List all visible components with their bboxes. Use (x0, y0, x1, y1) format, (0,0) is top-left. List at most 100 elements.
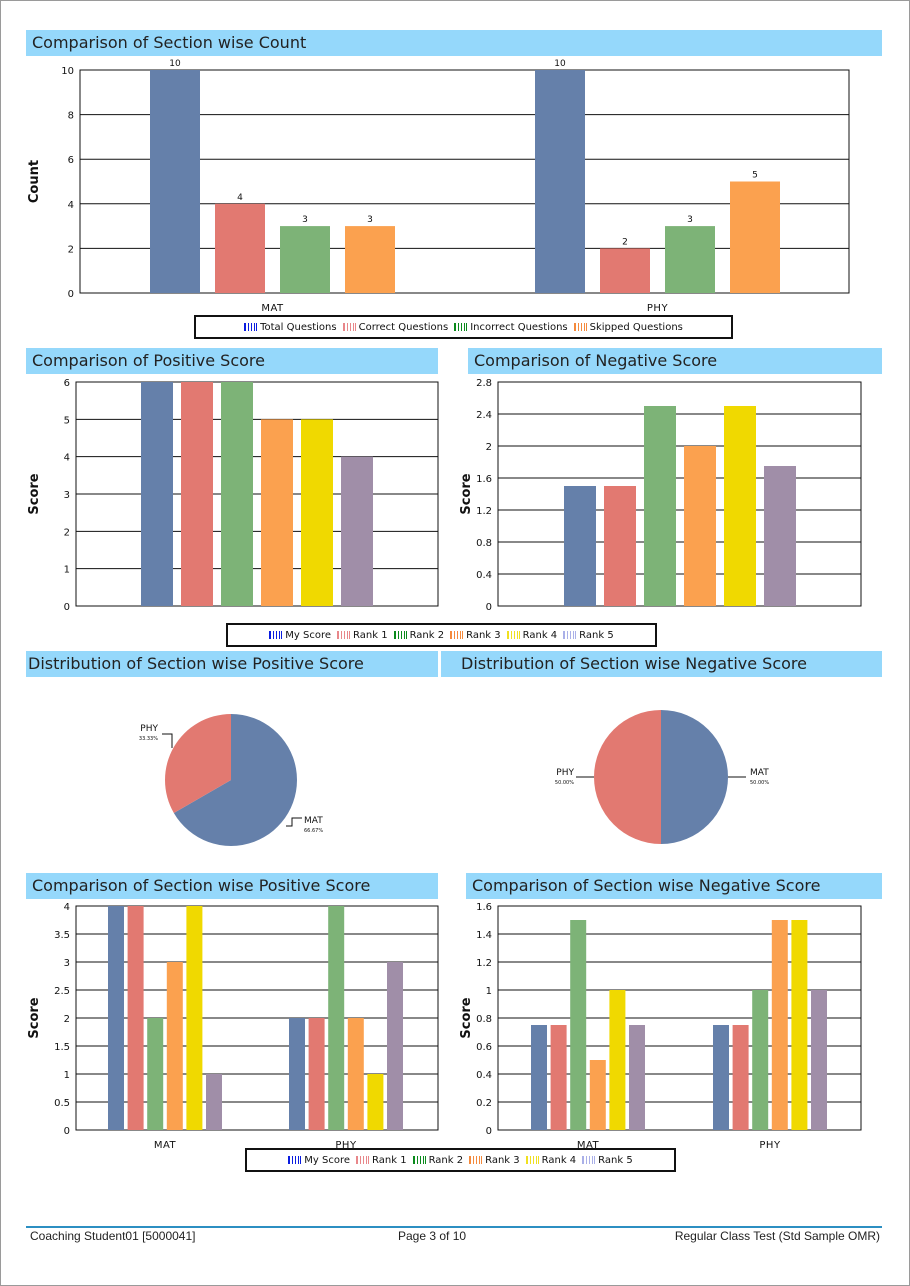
legend-label: Rank 3 (466, 629, 501, 641)
sec-positive-bar-phy-rank-5 (387, 962, 403, 1130)
sec-positive-bar-mat-rank-2 (147, 1018, 164, 1130)
positive-ytick: 2 (64, 527, 70, 538)
positive-bar-rank-3 (261, 419, 293, 606)
negative-ytick: 2.8 (476, 378, 492, 389)
sec-negative-ylabel: Score (459, 997, 474, 1038)
positive-ylabel: Score (27, 473, 42, 514)
count-data-label: 3 (367, 215, 373, 225)
legend-swatch (573, 323, 587, 331)
count-ytick: 2 (68, 244, 74, 255)
footer-divider (26, 1226, 882, 1228)
section-header-sec-positive: Comparison of Section wise Positive Scor… (26, 873, 438, 899)
count-xtick-phy: PHY (647, 303, 669, 314)
sec-negative-ytick: 1.6 (476, 902, 492, 913)
section-header-sec-negative: Comparison of Section wise Negative Scor… (466, 873, 882, 899)
positive-ytick: 1 (64, 565, 70, 576)
sec-negative-bar-phy-rank-2 (752, 990, 769, 1130)
sec-positive-bar-phy-rank-1 (308, 1018, 325, 1130)
count-bar-mat-correct-questions (215, 203, 265, 293)
sec-positive-plot-frame (75, 905, 439, 1131)
legend-swatch (582, 1156, 596, 1164)
sec-negative-bar-mat-rank-2 (570, 920, 587, 1130)
sec-negative-plot-frame (497, 905, 862, 1131)
positive-bar-my-score (141, 382, 173, 606)
count-ytick: 4 (68, 200, 74, 211)
count-data-label: 10 (169, 59, 181, 69)
legend-item-rank-2: Rank 2 (393, 630, 444, 641)
negative-ytick: 1.2 (476, 506, 492, 517)
negative-bar-my-score (564, 486, 596, 606)
sec-negative-bar-phy-rank-4 (791, 920, 808, 1130)
sec-negative-ytick: 0.4 (476, 1070, 492, 1081)
legend-ranks-overall: My Score Rank 1 Rank 2 Rank 3 Rank 4 Rank 5 (226, 623, 657, 647)
legend-ranks-section: My Score Rank 1 Rank 2 Rank 3 Rank 4 Rank 5 (245, 1148, 676, 1172)
legend-label: Skipped Questions (589, 321, 683, 333)
legend-item-rank-3: Rank 3 (450, 630, 501, 641)
footer-student: Coaching Student01 [5000041] (30, 1229, 196, 1243)
sec-negative-bar-phy-rank-3 (771, 920, 788, 1130)
dist-negative-slice-mat (661, 710, 728, 844)
sec-negative-bar-mat-rank-5 (629, 1025, 645, 1130)
legend-label: Correct Questions (358, 321, 449, 333)
negative-ytick: 0 (486, 602, 492, 613)
legend-item-my-score: My Score (288, 1155, 350, 1166)
positive-bar-rank-5 (341, 456, 373, 606)
count-bar-mat-skipped-questions (345, 226, 395, 293)
chart-section-negative: 0 0.2 0.4 0.6 0.8 1 1.2 1.4 1.6 Score MAT PHY (459, 902, 862, 1151)
section-header-negative: Comparison of Negative Score (468, 348, 882, 374)
sec-negative-ytick: 0.6 (476, 1042, 492, 1053)
legend-item-rank-1: Rank 1 (356, 1155, 407, 1166)
positive-ytick: 5 (64, 415, 70, 426)
negative-ytick: 2 (486, 442, 492, 453)
legend-label: Rank 2 (428, 1154, 464, 1166)
sec-positive-xtick-mat: MAT (154, 1140, 177, 1151)
legend-label: My Score (285, 629, 332, 641)
section-header-count: Comparison of Section wise Count (26, 30, 882, 56)
dist-negative-label-mat: MAT (750, 768, 769, 778)
legend-swatch (342, 323, 356, 331)
sec-negative-ytick: 1.4 (476, 930, 492, 941)
sec-negative-ytick: 0.8 (476, 1014, 492, 1025)
sec-positive-bar-phy-rank-4 (367, 1074, 384, 1130)
positive-ytick: 3 (64, 490, 70, 501)
count-bar-phy-correct-questions (600, 248, 650, 293)
sec-positive-ytick: 4 (64, 902, 70, 913)
legend-swatch (288, 1156, 302, 1164)
dist-negative-pct-mat: 50.00% (750, 780, 769, 786)
legend-item-correct-questions: Correct Questions (342, 321, 449, 333)
footer-test-name: Regular Class Test (Std Sample OMR) (674, 1229, 880, 1243)
legend-label: Rank 3 (485, 1154, 520, 1166)
section-header-positive: Comparison of Positive Score (26, 348, 438, 374)
dist-negative-pct-phy: 50.00% (555, 780, 574, 786)
legend-item-rank-1: Rank 1 (337, 630, 388, 641)
legend-item-rank-4: Rank 4 (525, 1155, 576, 1166)
legend-item-incorrect-questions: Incorrect Questions (454, 321, 568, 333)
legend-swatch (412, 1156, 426, 1164)
sec-negative-bar-mat-rank-4 (609, 990, 626, 1130)
negative-ylabel: Score (459, 473, 474, 514)
count-data-label: 2 (622, 237, 628, 247)
chart-positive-score: 0 1 2 3 4 5 6 Score (27, 378, 439, 613)
sec-positive-bar-mat-rank-4 (186, 906, 203, 1130)
count-plot-frame (79, 69, 850, 294)
sec-negative-bar-mat-rank-1 (550, 1025, 567, 1130)
legend-swatch (269, 631, 283, 639)
dist-positive-pct-phy: 33.33% (139, 736, 158, 742)
legend-label: Incorrect Questions (470, 321, 568, 333)
positive-bar-rank-4 (301, 419, 333, 606)
legend-label: Rank 1 (372, 1154, 407, 1166)
count-bar-phy-incorrect-questions (665, 226, 715, 293)
negative-ytick: 1.6 (476, 474, 492, 485)
sec-negative-xtick-mat: MAT (577, 1140, 600, 1151)
chart-negative-score: 0 0.4 0.8 1.2 1.6 2 2.4 2.8 Score (459, 378, 862, 613)
negative-ytick: 0.8 (476, 538, 492, 549)
legend-count: Total Questions Correct Questions Incorrec… (194, 315, 733, 339)
negative-ytick: 2.4 (476, 410, 492, 421)
legend-item-rank-3: Rank 3 (469, 1155, 520, 1166)
legend-swatch (450, 631, 464, 639)
legend-label: Rank 1 (353, 629, 388, 641)
chart-distribution-positive: MAT 66.67% PHY 33.33% (139, 714, 323, 847)
dist-positive-label-mat: MAT (304, 816, 323, 826)
dist-positive-slice-phy (165, 714, 231, 813)
sec-positive-bar-mat-my-score (108, 906, 124, 1130)
